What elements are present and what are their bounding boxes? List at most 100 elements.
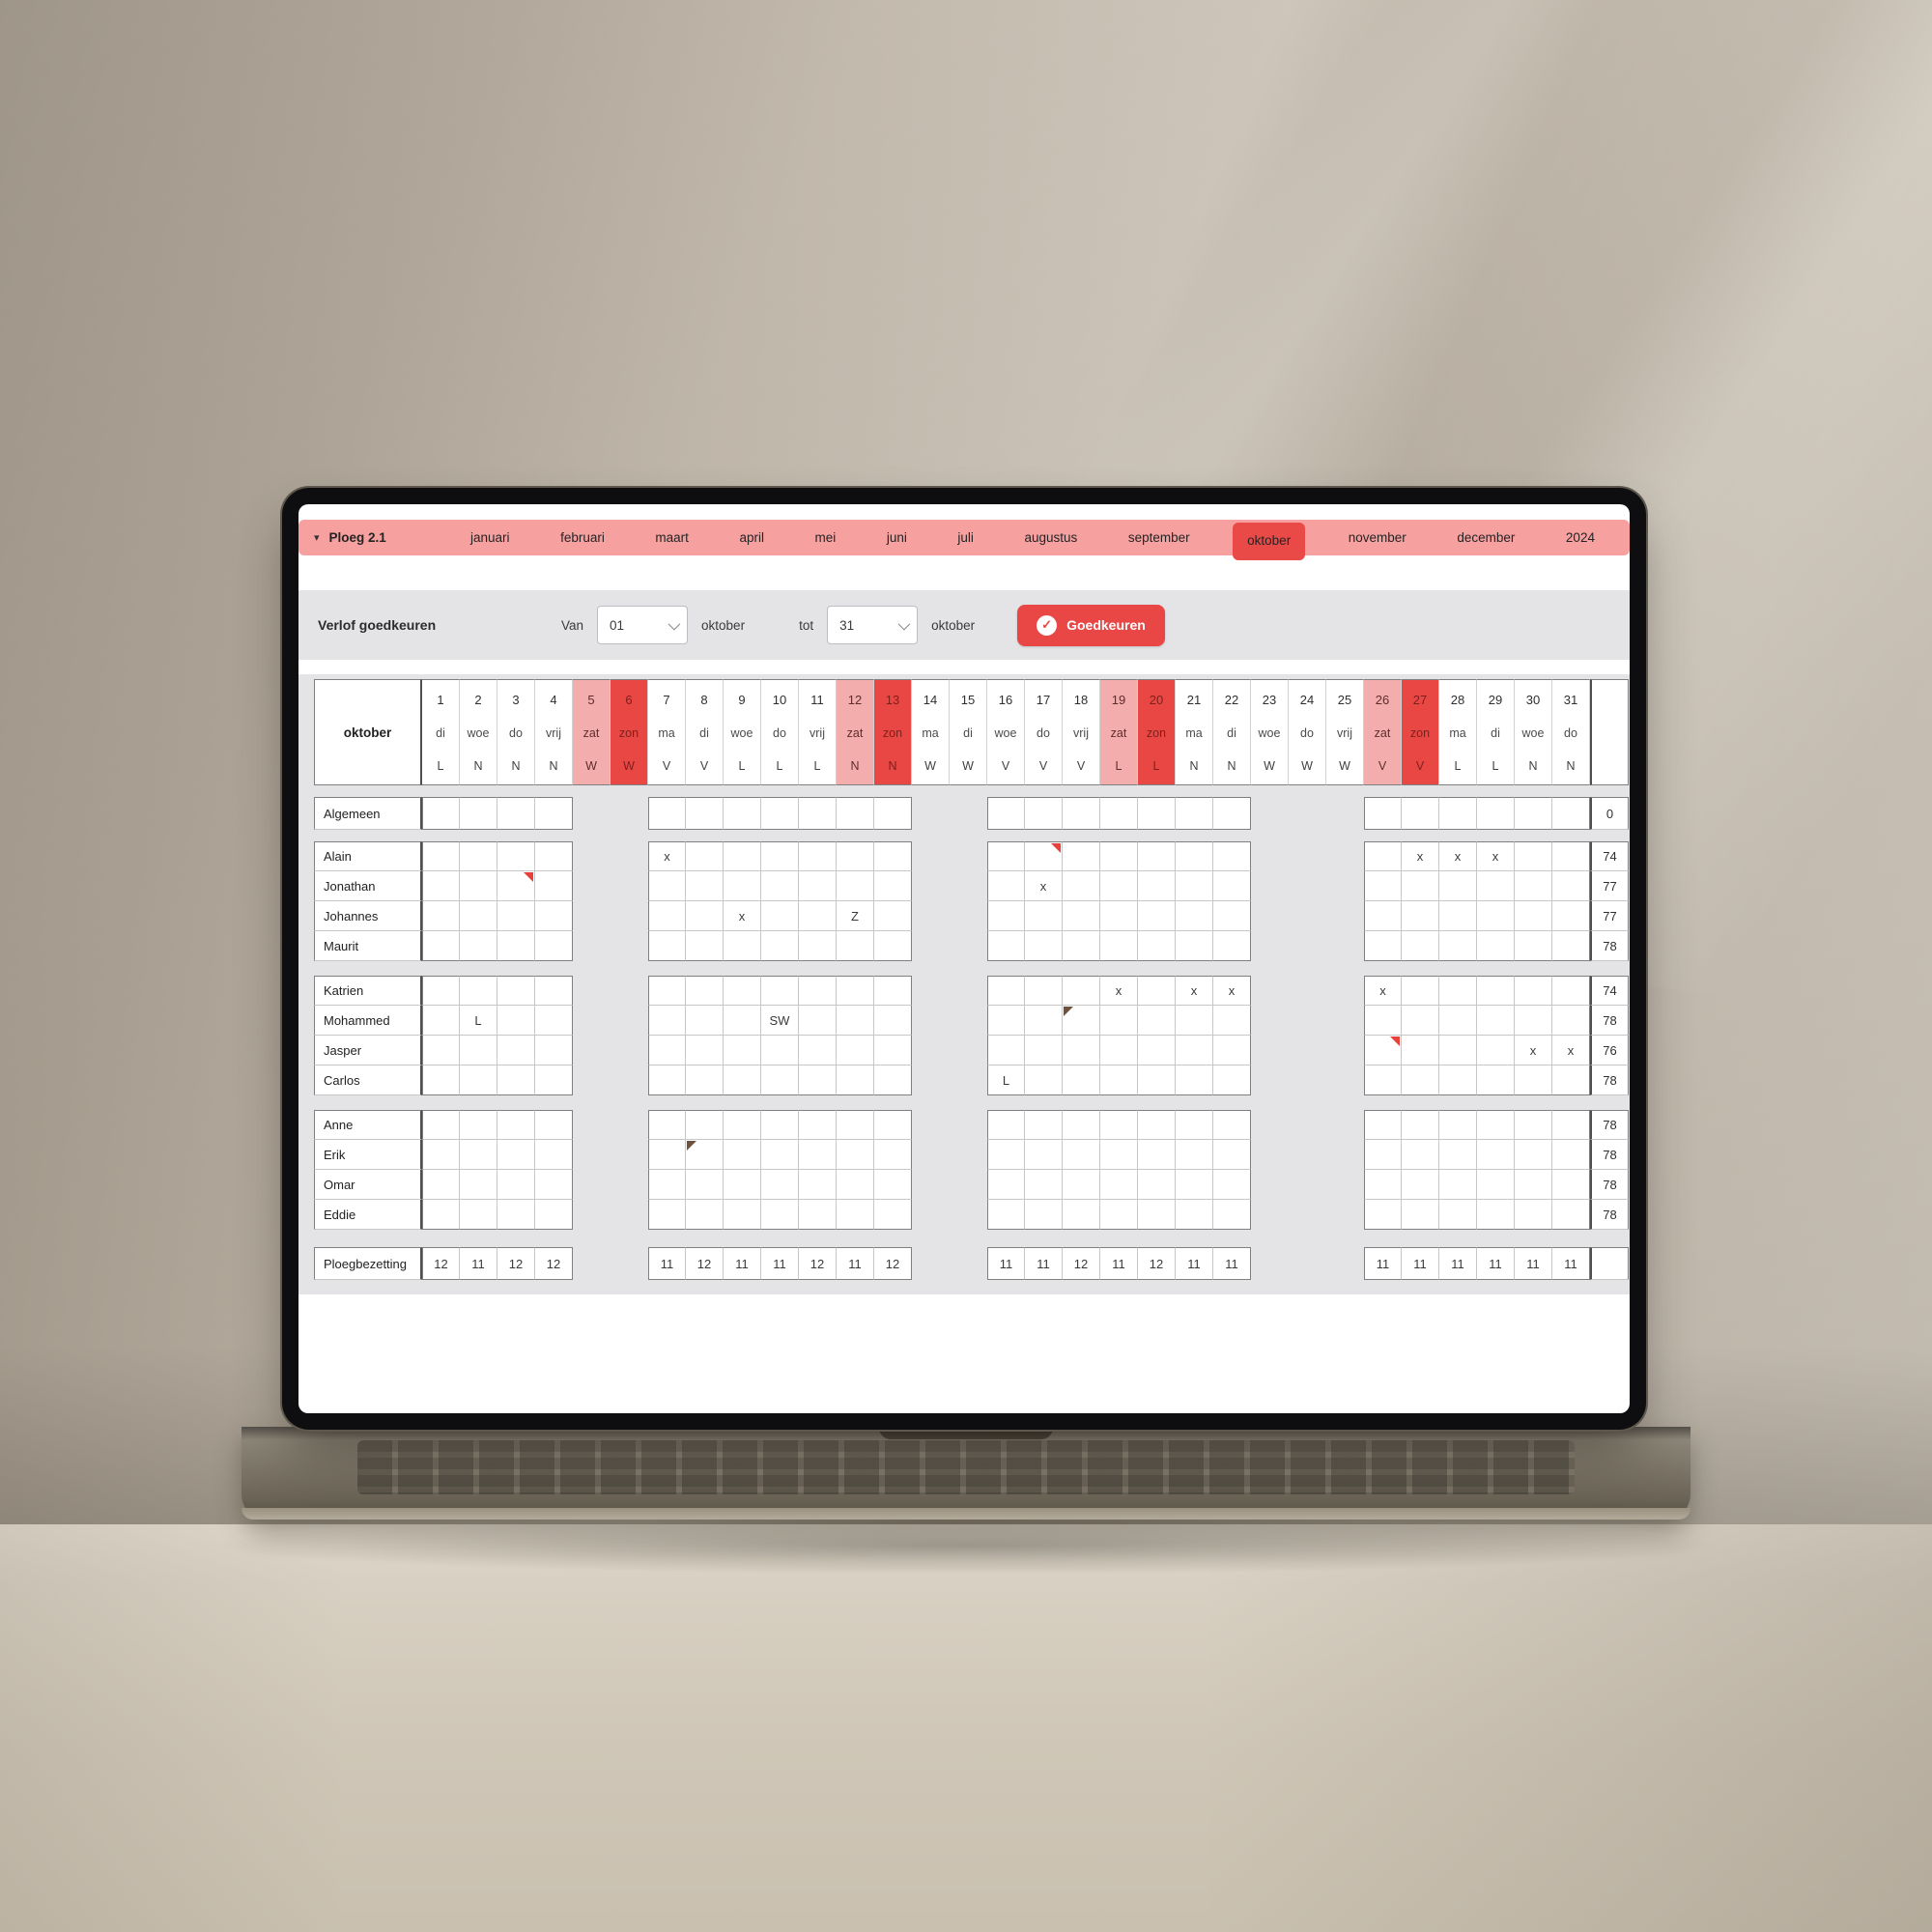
planning-cell-Mohammed-day-12[interactable] xyxy=(837,1006,874,1036)
planning-cell-Eddie-day-12[interactable] xyxy=(837,1200,874,1230)
planning-cell-Algemeen-day-12[interactable] xyxy=(837,797,874,830)
planning-cell-Alain-day-2[interactable] xyxy=(460,841,497,871)
planning-cell-Algemeen-day-31[interactable] xyxy=(1552,797,1590,830)
planning-cell-Erik-day-8[interactable] xyxy=(686,1140,724,1170)
planning-cell-Katrien-day-9[interactable] xyxy=(724,976,761,1006)
planning-cell-Eddie-day-26[interactable] xyxy=(1364,1200,1402,1230)
planning-cell-Alain-day-20[interactable] xyxy=(1138,841,1176,871)
planning-cell-Jasper-day-30[interactable]: x xyxy=(1515,1036,1552,1065)
planning-cell-Jasper-day-12[interactable] xyxy=(837,1036,874,1065)
planning-cell-Anne-day-29[interactable] xyxy=(1477,1110,1515,1140)
planning-cell-Erik-day-13[interactable] xyxy=(874,1140,912,1170)
planning-cell-Jasper-day-22[interactable] xyxy=(1213,1036,1251,1065)
planning-cell-Algemeen-day-22[interactable] xyxy=(1213,797,1251,830)
planning-cell-Mohammed-day-9[interactable] xyxy=(724,1006,761,1036)
planning-cell-Carlos-day-10[interactable] xyxy=(761,1065,799,1095)
planning-cell-Eddie-day-20[interactable] xyxy=(1138,1200,1176,1230)
planning-cell-Jonathan-day-12[interactable] xyxy=(837,871,874,901)
planning-cell-Alain-day-29[interactable]: x xyxy=(1477,841,1515,871)
planning-cell-Jonathan-day-16[interactable] xyxy=(987,871,1025,901)
planning-cell-Carlos-day-31[interactable] xyxy=(1552,1065,1590,1095)
planning-cell-Johannes-day-29[interactable] xyxy=(1477,901,1515,931)
planning-cell-Maurit-day-12[interactable] xyxy=(837,931,874,961)
planning-cell-Mohammed-day-29[interactable] xyxy=(1477,1006,1515,1036)
planning-cell-Maurit-day-20[interactable] xyxy=(1138,931,1176,961)
planning-cell-Maurit-day-10[interactable] xyxy=(761,931,799,961)
planning-cell-Katrien-day-2[interactable] xyxy=(460,976,497,1006)
planning-cell-Alain-day-16[interactable] xyxy=(987,841,1025,871)
planning-cell-Jasper-day-9[interactable] xyxy=(724,1036,761,1065)
planning-cell-Omar-day-18[interactable] xyxy=(1063,1170,1100,1200)
planning-cell-Alain-day-12[interactable] xyxy=(837,841,874,871)
planning-cell-Mohammed-day-13[interactable] xyxy=(874,1006,912,1036)
planning-cell-Anne-day-26[interactable] xyxy=(1364,1110,1402,1140)
planning-cell-Mohammed-day-18[interactable] xyxy=(1063,1006,1100,1036)
planning-cell-Anne-day-21[interactable] xyxy=(1176,1110,1213,1140)
planning-cell-Algemeen-day-2[interactable] xyxy=(460,797,497,830)
to-day-select[interactable]: 31 xyxy=(827,606,919,644)
planning-cell-Anne-day-20[interactable] xyxy=(1138,1110,1176,1140)
planning-cell-Katrien-day-3[interactable] xyxy=(497,976,535,1006)
planning-cell-Eddie-day-21[interactable] xyxy=(1176,1200,1213,1230)
month-tab-augustus[interactable]: augustus xyxy=(1022,526,1079,549)
planning-cell-Carlos-day-17[interactable] xyxy=(1025,1065,1063,1095)
planning-cell-Jasper-day-16[interactable] xyxy=(987,1036,1025,1065)
planning-cell-Carlos-day-18[interactable] xyxy=(1063,1065,1100,1095)
planning-cell-Alain-day-19[interactable] xyxy=(1100,841,1138,871)
planning-cell-Erik-day-3[interactable] xyxy=(497,1140,535,1170)
planning-cell-Maurit-day-28[interactable] xyxy=(1439,931,1477,961)
planning-cell-Katrien-day-4[interactable] xyxy=(535,976,573,1006)
planning-cell-Omar-day-28[interactable] xyxy=(1439,1170,1477,1200)
planning-cell-Algemeen-day-16[interactable] xyxy=(987,797,1025,830)
planning-cell-Jonathan-day-2[interactable] xyxy=(460,871,497,901)
planning-cell-Carlos-day-9[interactable] xyxy=(724,1065,761,1095)
planning-cell-Maurit-day-9[interactable] xyxy=(724,931,761,961)
planning-cell-Alain-day-1[interactable] xyxy=(422,841,460,871)
planning-cell-Carlos-day-7[interactable] xyxy=(648,1065,686,1095)
planning-cell-Mohammed-day-17[interactable] xyxy=(1025,1006,1063,1036)
planning-cell-Maurit-day-17[interactable] xyxy=(1025,931,1063,961)
planning-cell-Omar-day-31[interactable] xyxy=(1552,1170,1590,1200)
planning-cell-Jasper-day-27[interactable] xyxy=(1402,1036,1439,1065)
planning-cell-Mohammed-day-31[interactable] xyxy=(1552,1006,1590,1036)
planning-cell-Alain-day-7[interactable]: x xyxy=(648,841,686,871)
team-selector[interactable]: ▾ Ploeg 2.1 xyxy=(298,530,441,545)
planning-cell-Jasper-day-19[interactable] xyxy=(1100,1036,1138,1065)
planning-cell-Mohammed-day-8[interactable] xyxy=(686,1006,724,1036)
planning-cell-Alain-day-18[interactable] xyxy=(1063,841,1100,871)
month-tab-april[interactable]: april xyxy=(737,526,766,549)
planning-cell-Anne-day-18[interactable] xyxy=(1063,1110,1100,1140)
planning-cell-Alain-day-21[interactable] xyxy=(1176,841,1213,871)
planning-cell-Alain-day-27[interactable]: x xyxy=(1402,841,1439,871)
planning-cell-Jasper-day-28[interactable] xyxy=(1439,1036,1477,1065)
planning-cell-Jasper-day-21[interactable] xyxy=(1176,1036,1213,1065)
planning-cell-Maurit-day-18[interactable] xyxy=(1063,931,1100,961)
planning-cell-Katrien-day-1[interactable] xyxy=(422,976,460,1006)
month-tab-juni[interactable]: juni xyxy=(885,526,909,549)
planning-cell-Algemeen-day-20[interactable] xyxy=(1138,797,1176,830)
planning-cell-Anne-day-13[interactable] xyxy=(874,1110,912,1140)
planning-cell-Alain-day-22[interactable] xyxy=(1213,841,1251,871)
planning-cell-Maurit-day-4[interactable] xyxy=(535,931,573,961)
planning-cell-Carlos-day-26[interactable] xyxy=(1364,1065,1402,1095)
month-tab-oktober[interactable]: oktober xyxy=(1233,523,1306,560)
planning-cell-Anne-day-31[interactable] xyxy=(1552,1110,1590,1140)
planning-cell-Mohammed-day-1[interactable] xyxy=(422,1006,460,1036)
month-tab-februari[interactable]: februari xyxy=(558,526,607,549)
planning-cell-Jonathan-day-20[interactable] xyxy=(1138,871,1176,901)
planning-cell-Johannes-day-12[interactable]: Z xyxy=(837,901,874,931)
planning-cell-Jasper-day-18[interactable] xyxy=(1063,1036,1100,1065)
planning-cell-Alain-day-17[interactable] xyxy=(1025,841,1063,871)
planning-cell-Jonathan-day-3[interactable] xyxy=(497,871,535,901)
planning-cell-Omar-day-11[interactable] xyxy=(799,1170,837,1200)
planning-cell-Eddie-day-30[interactable] xyxy=(1515,1200,1552,1230)
planning-cell-Jonathan-day-17[interactable]: x xyxy=(1025,871,1063,901)
approve-button[interactable]: ✓ Goedkeuren xyxy=(1017,604,1165,646)
planning-cell-Mohammed-day-27[interactable] xyxy=(1402,1006,1439,1036)
planning-cell-Anne-day-12[interactable] xyxy=(837,1110,874,1140)
planning-cell-Anne-day-4[interactable] xyxy=(535,1110,573,1140)
planning-cell-Omar-day-4[interactable] xyxy=(535,1170,573,1200)
planning-cell-Algemeen-day-26[interactable] xyxy=(1364,797,1402,830)
planning-cell-Eddie-day-1[interactable] xyxy=(422,1200,460,1230)
planning-cell-Algemeen-day-27[interactable] xyxy=(1402,797,1439,830)
